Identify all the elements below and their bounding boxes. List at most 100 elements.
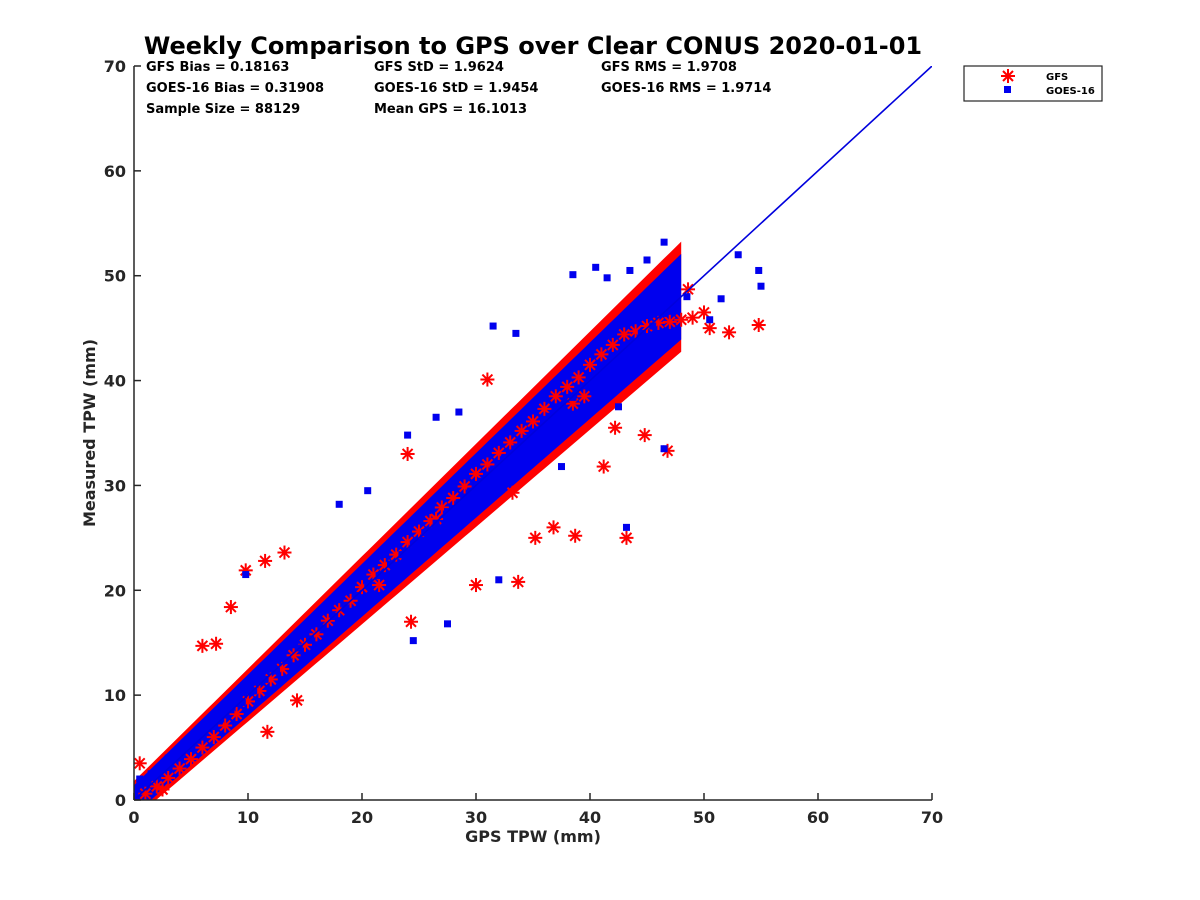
goes-point	[622, 523, 630, 531]
y-axis-label: Measured TPW (mm)	[80, 339, 99, 527]
gfs-point	[468, 577, 484, 594]
gfs-point	[134, 755, 148, 772]
stat-gfs-bias: GFS Bias = 0.18163	[146, 60, 289, 75]
goes-point	[672, 301, 679, 309]
gfs-point	[721, 324, 738, 341]
x-tick-label: 60	[807, 808, 829, 827]
goes-density-band	[134, 253, 682, 800]
gfs-point	[194, 637, 211, 654]
goes-point	[147, 770, 155, 778]
goes-point	[335, 500, 343, 508]
stat-sample-size: Sample Size = 88129	[146, 102, 300, 117]
goes-point	[307, 636, 315, 644]
stat-goes-std: GOES-16 StD = 1.9454	[374, 81, 538, 96]
gfs-point	[567, 527, 584, 544]
goes-point	[204, 725, 212, 733]
stat-gfs-rms: GFS RMS = 1.9708	[601, 60, 737, 75]
x-tick-label: 50	[693, 808, 715, 827]
goes-point	[193, 736, 201, 744]
goes-point	[455, 499, 463, 507]
goes-point	[273, 667, 280, 675]
goes-point	[734, 251, 742, 259]
stat-mean-gps: Mean GPS = 16.1013	[374, 102, 527, 117]
goes-point	[626, 342, 634, 350]
y-tick-label: 20	[104, 581, 126, 600]
gfs-point	[208, 635, 225, 652]
chart-title: Weekly Comparison to GPS over Clear CONU…	[144, 32, 922, 60]
y-tick-label: 30	[104, 476, 126, 495]
gfs-point	[604, 336, 621, 353]
goes-point	[660, 445, 668, 453]
gfs-point	[257, 552, 274, 569]
goes-point	[603, 274, 611, 282]
goes-point	[717, 295, 725, 303]
gfs-point	[636, 427, 653, 444]
gfs-point	[607, 419, 624, 436]
goes-point	[512, 329, 520, 337]
goes-point	[592, 263, 600, 271]
gfs-point	[183, 751, 199, 768]
goes-point	[432, 413, 440, 421]
gfs-point	[276, 544, 293, 561]
goes-point	[495, 576, 503, 584]
gfs-point	[673, 311, 690, 328]
x-tick-label: 30	[465, 808, 487, 827]
gfs-point	[559, 378, 576, 395]
goes-point	[170, 752, 178, 760]
x-axis-ticks: 0 10 20 30 40 50 60 70	[128, 793, 943, 827]
gfs-point	[527, 529, 544, 546]
legend-gfs-label: GFS	[1046, 72, 1068, 83]
gfs-point	[750, 316, 767, 333]
y-tick-label: 60	[104, 162, 126, 181]
goes-point	[615, 403, 622, 411]
gfs-point	[582, 356, 598, 373]
gfs-point	[154, 781, 171, 798]
goes-point	[660, 238, 668, 246]
gfs-point	[510, 573, 527, 590]
gfs-point	[593, 346, 610, 363]
gfs-point	[403, 613, 420, 630]
legend-box	[963, 65, 1103, 102]
goes-point	[558, 463, 565, 471]
goes-point	[181, 744, 189, 752]
stat-goes-bias: GOES-16 Bias = 0.31908	[146, 81, 324, 96]
y-axis-ticks: 0 10 20 30 40 50 60 70	[104, 57, 141, 810]
goes-point	[626, 266, 634, 274]
y-tick-label: 40	[104, 372, 126, 391]
y-tick-label: 10	[104, 686, 126, 705]
gfs-point	[479, 371, 496, 388]
goes-point	[164, 754, 172, 762]
legend-goes-label: GOES-16	[1046, 86, 1095, 97]
goes-point	[409, 637, 417, 645]
stat-goes-rms: GOES-16 RMS = 1.9714	[601, 81, 771, 96]
x-tick-label: 0	[128, 808, 139, 827]
statistics-block: GFS Bias = 0.18163 GFS StD = 1.9624 GFS …	[146, 60, 771, 117]
gfs-point	[618, 529, 635, 546]
y-tick-label: 0	[115, 791, 126, 810]
x-tick-label: 70	[921, 808, 943, 827]
goes-point	[489, 322, 497, 330]
stat-gfs-std: GFS StD = 1.9624	[374, 60, 504, 75]
gfs-point	[545, 519, 562, 536]
gfs-point	[616, 326, 633, 343]
goes-point	[643, 256, 651, 264]
gfs-point	[595, 458, 612, 475]
gfs-point	[289, 692, 306, 709]
one-to-one-line	[134, 66, 932, 800]
legend: GFS GOES-16	[963, 65, 1103, 102]
goes-point	[649, 322, 657, 330]
legend-gfs-marker	[1000, 68, 1016, 84]
gfs-point	[399, 445, 416, 462]
goes-point	[535, 426, 543, 434]
x-tick-label: 10	[237, 808, 259, 827]
goes-point	[136, 775, 144, 783]
goes-point	[455, 408, 463, 416]
goes-point	[706, 316, 714, 324]
gfs-point	[547, 388, 564, 405]
x-tick-label: 20	[351, 808, 373, 827]
gfs-point	[504, 484, 521, 501]
gfs-point	[259, 723, 276, 740]
x-axis-label: GPS TPW (mm)	[465, 827, 601, 846]
goes-point	[404, 431, 412, 439]
